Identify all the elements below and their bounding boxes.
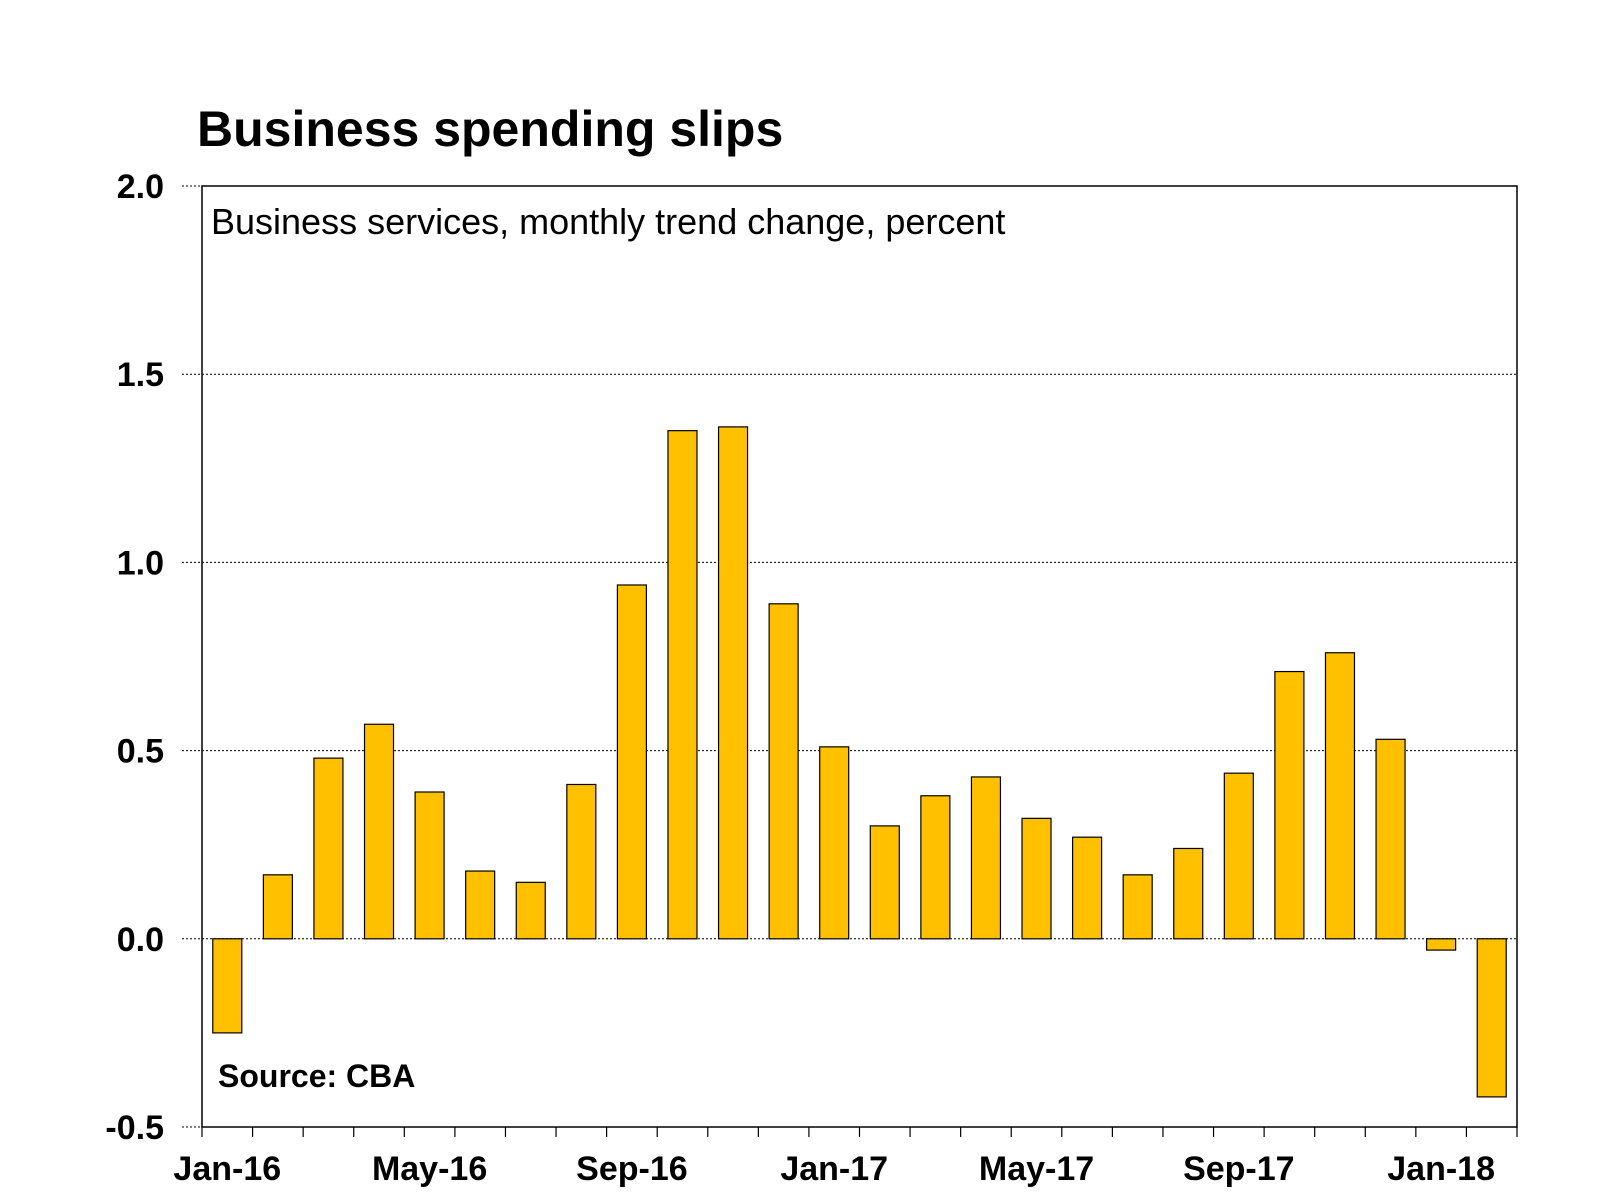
bar [1071, 836, 1103, 940]
bar [1122, 874, 1153, 940]
bar [1021, 817, 1052, 940]
chart-subtitle: Business services, monthly trend change,… [211, 201, 1005, 242]
y-tick-label: -0.5 [105, 1109, 164, 1147]
bar [212, 938, 243, 1034]
x-tick-label: Jan-16 [173, 1150, 281, 1188]
bar [1476, 938, 1507, 1098]
bar [1375, 738, 1406, 940]
bar [819, 746, 850, 940]
bar [363, 723, 395, 940]
bar [1324, 652, 1356, 940]
bar [1274, 670, 1305, 940]
bar [1173, 847, 1204, 940]
bar [717, 426, 749, 940]
bar [768, 603, 799, 940]
x-tick-label: Sep-17 [1183, 1150, 1295, 1188]
x-tick-label: Sep-16 [576, 1150, 688, 1188]
bar [313, 757, 344, 940]
y-tick-label: 0.5 [117, 733, 164, 771]
x-tick-label: May-17 [979, 1150, 1094, 1188]
y-tick-label: 1.0 [117, 544, 164, 582]
bar [1223, 772, 1254, 940]
x-tick-label: Jan-17 [780, 1150, 888, 1188]
x-tick-label: Jan-18 [1387, 1150, 1495, 1188]
bar [869, 825, 900, 940]
source-note: Source: CBA [218, 1058, 415, 1094]
bar [465, 870, 496, 940]
y-tick-label: 1.5 [117, 356, 164, 394]
bar [566, 783, 597, 940]
plot-frame [201, 185, 1518, 1128]
chart-title: Business spending slips [197, 101, 784, 157]
bar [262, 874, 293, 940]
bar [616, 584, 648, 940]
bar [414, 791, 445, 940]
bar [920, 795, 951, 940]
bar [667, 430, 698, 940]
y-tick-label: 2.0 [117, 168, 164, 206]
bar [515, 881, 546, 940]
x-tick-label: May-16 [372, 1150, 487, 1188]
y-tick-label: 0.0 [117, 921, 164, 959]
bar [970, 776, 1002, 940]
bar [1426, 938, 1457, 951]
